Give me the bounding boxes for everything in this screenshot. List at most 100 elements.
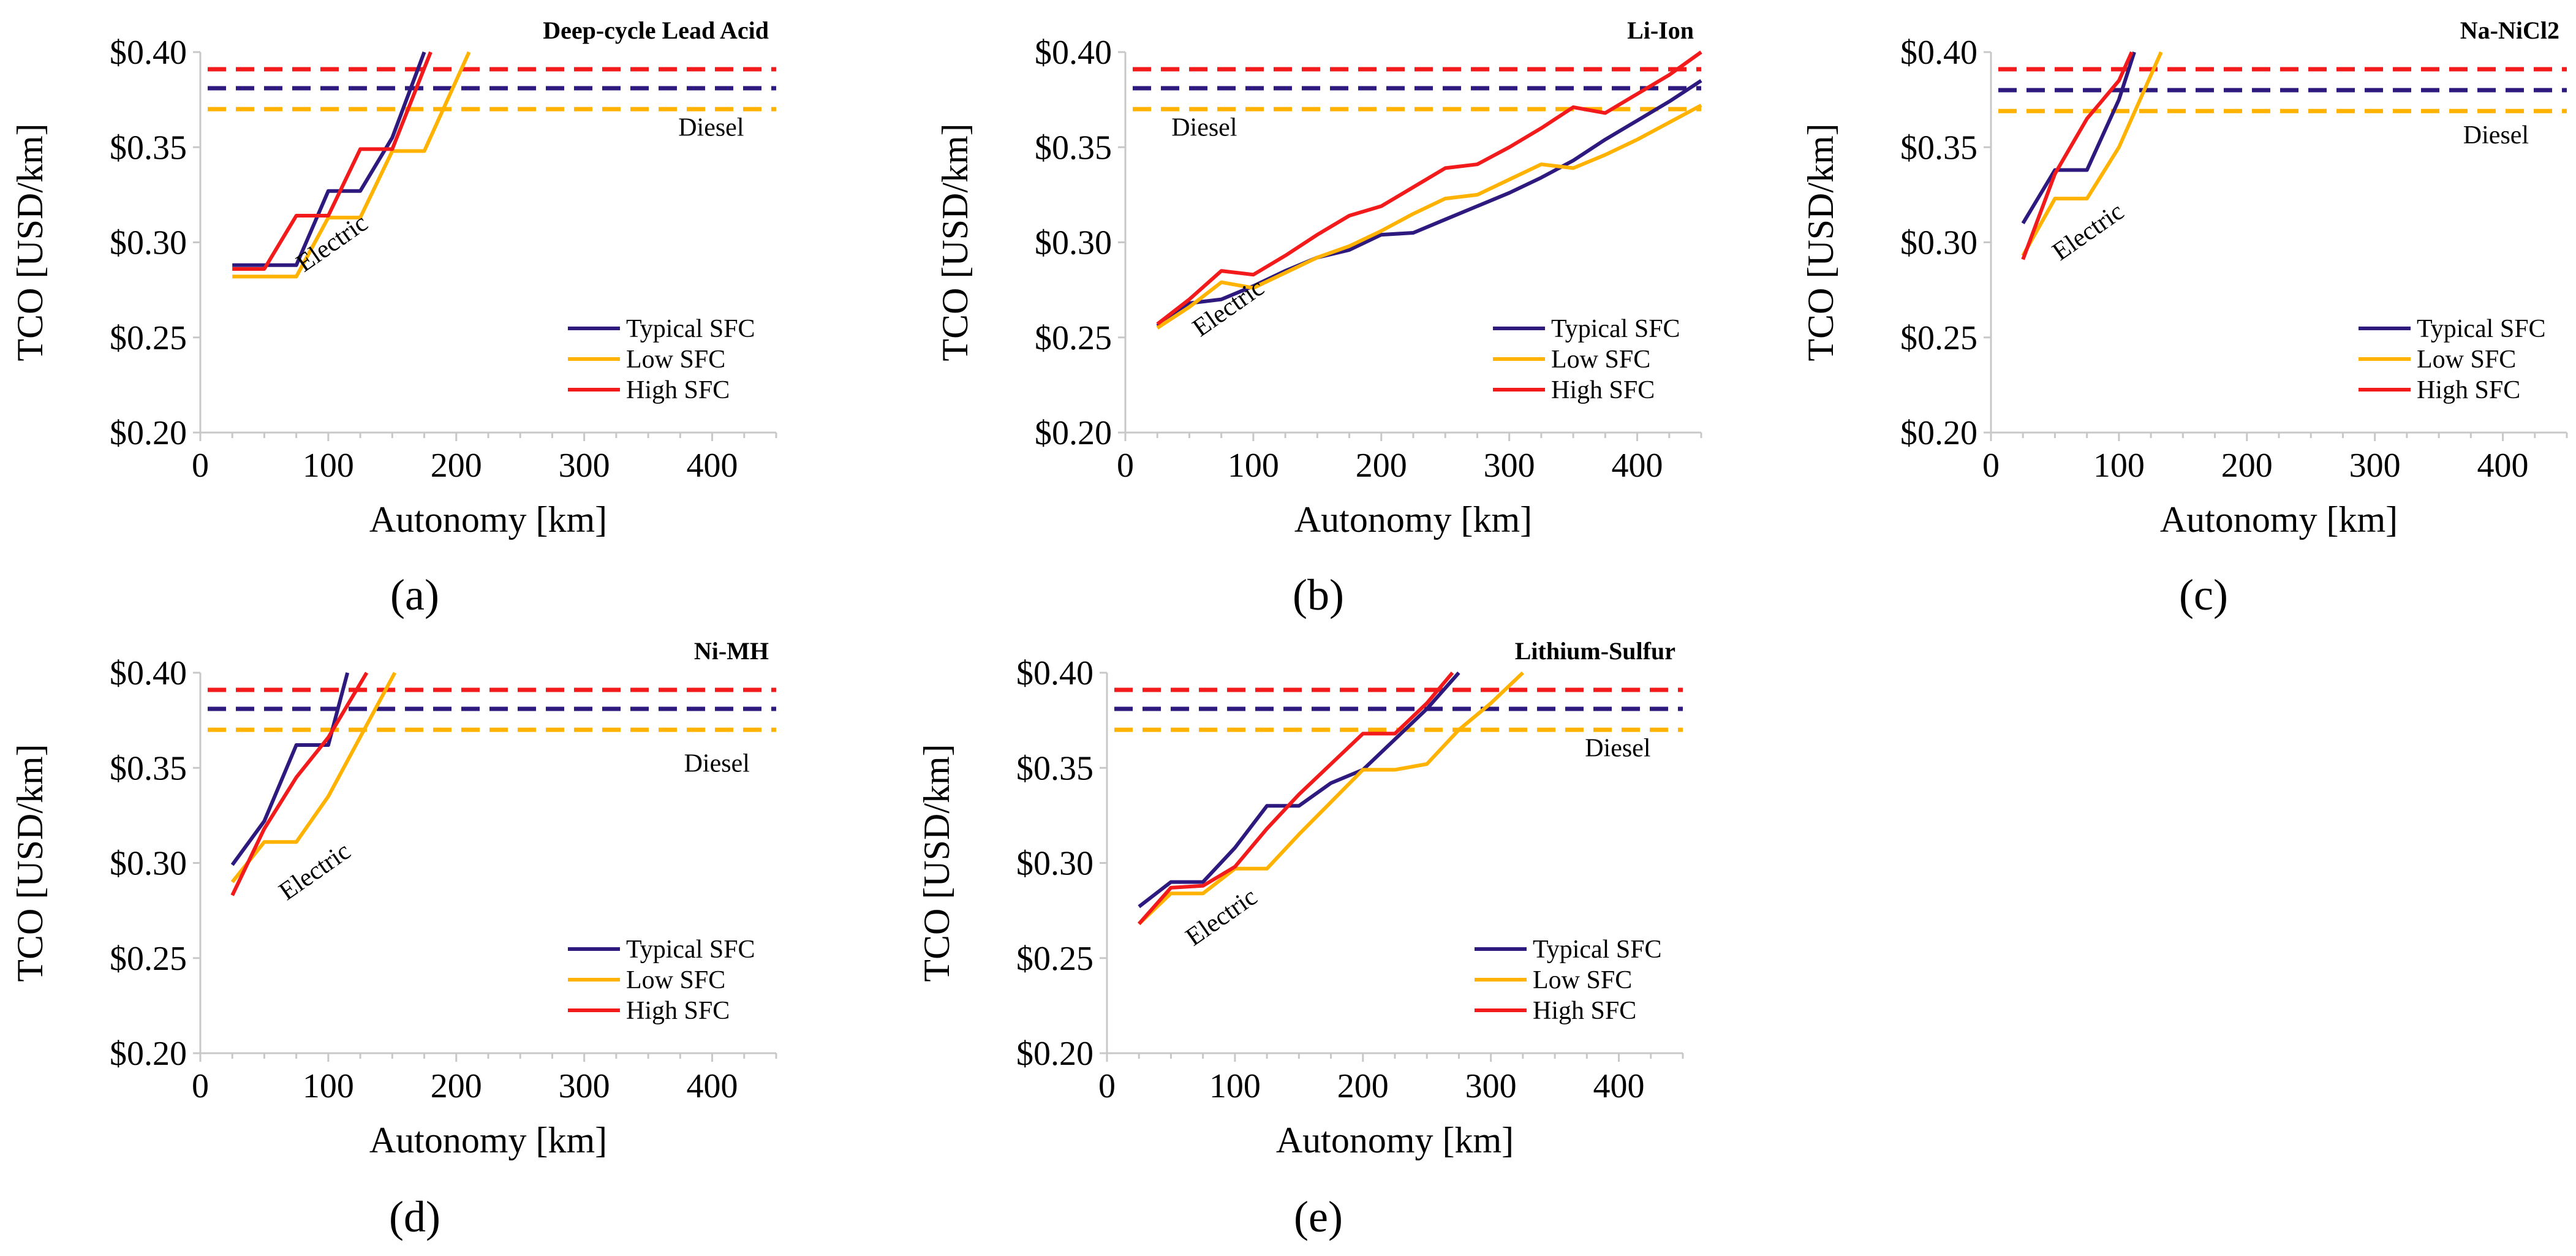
series-line-typical [1138, 672, 1460, 909]
x-tick-label: 300 [559, 447, 610, 485]
panel-label: (d) [389, 1192, 440, 1241]
legend-label-low: Low SFC [2417, 346, 2516, 374]
x-tick-label: 200 [1356, 447, 1407, 485]
series-line-low [1138, 671, 1524, 926]
x-tick-label: 300 [1465, 1067, 1517, 1105]
y-tick-label: $0.40 [1016, 654, 1093, 692]
legend-label-low: Low SFC [626, 346, 725, 374]
y-tick-label: $0.35 [1035, 129, 1112, 167]
x-tick-label: 200 [431, 1067, 482, 1105]
x-tick-label: 200 [2221, 447, 2273, 485]
series-line-typical [232, 51, 426, 267]
series-line-high [232, 51, 432, 271]
panel-label: (a) [390, 570, 439, 619]
legend-label-low: Low SFC [1533, 966, 1632, 994]
y-axis-label: TCO [USD/km] [935, 123, 975, 361]
panel-label: (e) [1294, 1192, 1343, 1241]
x-tick-label: 300 [2349, 447, 2401, 485]
panel-label: (c) [2179, 570, 2228, 619]
series-line-typical [2021, 51, 2136, 225]
y-axis-label: TCO [USD/km] [1800, 123, 1841, 361]
x-tick-label: 400 [687, 1067, 738, 1105]
chart-panel-3: 0 100 200 300 400 $0.20 $0.25 $0.30 $0.35 $0.40 Au… [1800, 17, 2568, 619]
x-axis-label: Autonomy [km] [2160, 499, 2398, 540]
annotation-electric: Electric [2047, 197, 2129, 267]
chart-title: Ni-MH [694, 637, 769, 665]
annotation-diesel: Diesel [678, 114, 744, 142]
x-tick-label: 100 [2093, 447, 2145, 485]
y-tick-label: $0.30 [1900, 224, 1977, 262]
annotation-electric: Electric [274, 837, 355, 906]
x-axis-label: Autonomy [km] [1294, 499, 1532, 540]
x-axis-label: Autonomy [km] [369, 1120, 607, 1160]
y-tick-label: $0.20 [1900, 414, 1977, 452]
y-tick-label: $0.30 [1016, 845, 1093, 883]
annotation-diesel: Diesel [684, 749, 750, 777]
x-tick-label: 100 [303, 447, 354, 485]
x-tick-label: 100 [303, 1067, 354, 1105]
y-axis-label: TCO [USD/km] [916, 744, 957, 982]
y-tick-label: $0.20 [110, 1035, 187, 1073]
x-tick-label: 0 [1098, 1067, 1116, 1105]
annotation-diesel: Diesel [2463, 121, 2529, 149]
chart-panel-5: 0 100 200 300 400 $0.20 $0.25 $0.30 $0.35 $0.40 Au… [916, 637, 1684, 1241]
x-tick-label: 400 [687, 447, 738, 485]
legend-label-typical: Typical SFC [2417, 315, 2546, 343]
y-tick-label: $0.40 [1035, 34, 1112, 72]
y-tick-label: $0.30 [110, 224, 187, 262]
x-tick-label: 400 [1593, 1067, 1645, 1105]
x-tick-label: 100 [1209, 1067, 1261, 1105]
chart-title: Li-Ion [1627, 17, 1694, 44]
series-line-high [1156, 50, 1702, 326]
x-axis-label: Autonomy [km] [369, 499, 607, 540]
y-tick-label: $0.25 [110, 940, 187, 978]
series-line-high [230, 672, 369, 896]
x-tick-label: 200 [1337, 1067, 1389, 1105]
legend-label-low: Low SFC [1551, 346, 1650, 374]
chart-title: Na-NiCl2 [2460, 17, 2559, 44]
x-tick-label: 0 [192, 1067, 209, 1105]
y-axis-label: TCO [USD/km] [10, 123, 50, 361]
y-tick-label: $0.40 [1900, 34, 1977, 72]
y-axis-label: TCO [USD/km] [10, 744, 50, 982]
annotation-diesel: Diesel [1585, 735, 1650, 763]
x-tick-label: 300 [1484, 447, 1535, 485]
y-tick-label: $0.35 [1016, 749, 1093, 787]
x-axis-label: Autonomy [km] [1276, 1120, 1514, 1160]
y-tick-label: $0.40 [110, 654, 187, 692]
chart-title: Deep-cycle Lead Acid [543, 17, 769, 44]
legend-label-high: High SFC [626, 376, 730, 404]
series-line-typical [230, 672, 350, 866]
legend-label-low: Low SFC [626, 966, 725, 994]
series-line-high [2021, 51, 2134, 260]
series-line-low [1156, 104, 1702, 330]
chart-title: Lithium-Sulfur [1515, 637, 1675, 665]
x-tick-label: 100 [1228, 447, 1279, 485]
legend-label-typical: Typical SFC [1551, 315, 1680, 343]
legend-label-high: High SFC [1533, 997, 1636, 1025]
y-tick-label: $0.25 [110, 319, 187, 357]
chart-panel-2: 0 100 200 300 400 $0.20 $0.25 $0.30 $0.35 $0.40 Au… [935, 17, 1702, 619]
series-line-high [1137, 672, 1454, 925]
y-tick-label: $0.35 [110, 749, 187, 787]
x-tick-label: 200 [431, 447, 482, 485]
y-tick-label: $0.20 [1035, 414, 1112, 452]
y-tick-label: $0.25 [1016, 940, 1093, 978]
x-tick-label: 0 [1117, 447, 1134, 485]
x-tick-label: 0 [1982, 447, 2000, 485]
series-line-low [232, 51, 471, 279]
chart-panel-1: 0 100 200 300 400 $0.20 $0.25 $0.30 $0.35 $0.40 Au… [10, 17, 777, 619]
legend-label-high: High SFC [1551, 376, 1655, 404]
x-tick-label: 0 [192, 447, 209, 485]
legend-label-typical: Typical SFC [626, 936, 755, 964]
y-tick-label: $0.35 [1900, 129, 1977, 167]
panel-label: (b) [1293, 570, 1344, 619]
series-line-low [2021, 51, 2163, 257]
y-tick-label: $0.30 [1035, 224, 1112, 262]
y-tick-label: $0.25 [1900, 319, 1977, 357]
y-tick-label: $0.25 [1035, 319, 1112, 357]
y-tick-label: $0.40 [110, 34, 187, 72]
chart-panel-4: 0 100 200 300 400 $0.20 $0.25 $0.30 $0.35 $0.40 Au… [10, 637, 777, 1241]
x-tick-label: 400 [2477, 447, 2529, 485]
